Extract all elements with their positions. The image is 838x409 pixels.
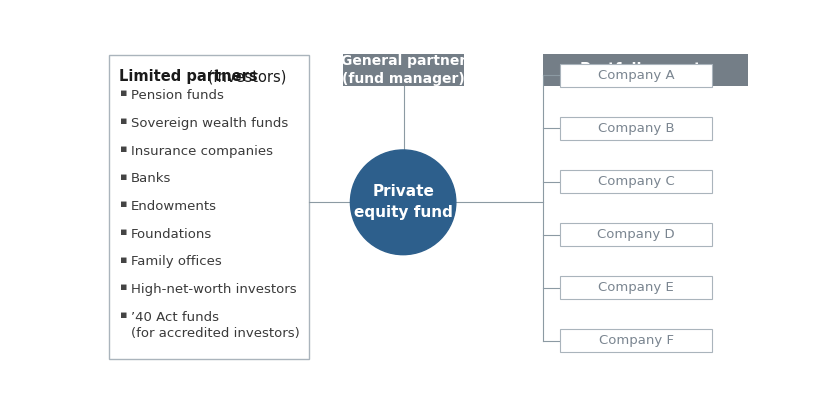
Text: Company C: Company C	[597, 175, 675, 188]
Text: Private
equity fund: Private equity fund	[354, 184, 453, 220]
Text: Company A: Company A	[597, 69, 675, 82]
Text: Company F: Company F	[598, 335, 674, 347]
Text: ▪: ▪	[120, 144, 127, 154]
FancyBboxPatch shape	[110, 55, 309, 360]
Text: ▪: ▪	[120, 88, 127, 98]
Text: Foundations: Foundations	[131, 228, 212, 241]
FancyBboxPatch shape	[344, 54, 463, 86]
Text: Company E: Company E	[598, 281, 674, 294]
Text: Insurance companies: Insurance companies	[131, 144, 273, 157]
Text: General partner
(fund manager): General partner (fund manager)	[341, 54, 466, 86]
FancyBboxPatch shape	[561, 329, 711, 353]
FancyBboxPatch shape	[543, 54, 748, 86]
Text: ’40 Act funds
(for accredited investors): ’40 Act funds (for accredited investors)	[131, 311, 300, 340]
FancyBboxPatch shape	[561, 223, 711, 246]
Text: Pension funds: Pension funds	[131, 89, 224, 102]
FancyBboxPatch shape	[561, 276, 711, 299]
Text: ▪: ▪	[120, 116, 127, 126]
Circle shape	[350, 150, 456, 255]
Text: Sovereign wealth funds: Sovereign wealth funds	[131, 117, 288, 130]
Text: Banks: Banks	[131, 172, 172, 185]
Text: Family offices: Family offices	[131, 256, 222, 268]
Text: ▪: ▪	[120, 227, 127, 237]
Text: ▪: ▪	[120, 199, 127, 209]
Text: ▪: ▪	[120, 255, 127, 265]
Text: ▪: ▪	[120, 282, 127, 292]
Text: Endowments: Endowments	[131, 200, 217, 213]
Text: ▪: ▪	[120, 310, 127, 320]
FancyBboxPatch shape	[561, 117, 711, 140]
Text: (investors): (investors)	[203, 69, 287, 84]
Text: Limited partners: Limited partners	[119, 69, 257, 84]
Text: High-net-worth investors: High-net-worth investors	[131, 283, 297, 296]
FancyBboxPatch shape	[561, 64, 711, 87]
Text: Company B: Company B	[597, 122, 675, 135]
Text: Portfolio assets: Portfolio assets	[581, 62, 711, 77]
FancyBboxPatch shape	[561, 170, 711, 193]
Text: Company D: Company D	[597, 228, 675, 241]
Text: ▪: ▪	[120, 171, 127, 182]
